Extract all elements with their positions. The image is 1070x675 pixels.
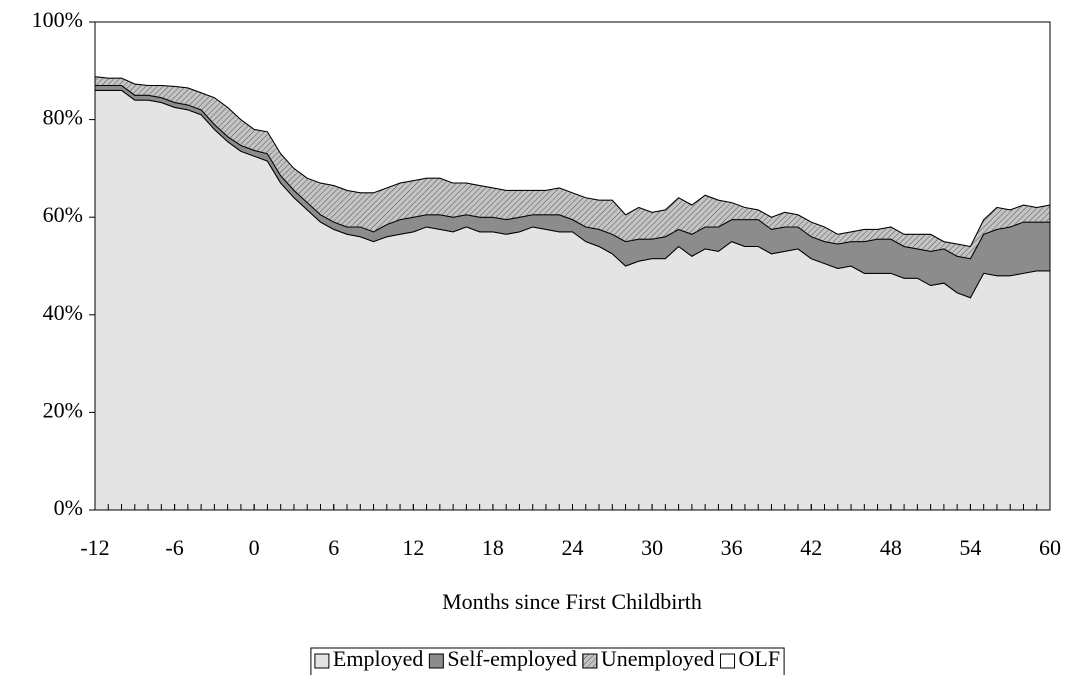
legend-swatch — [720, 653, 736, 669]
legend: Employed Self-employed Unemployed OLF — [310, 646, 785, 675]
y-tick-label: 60% — [43, 202, 83, 227]
legend-swatch — [428, 653, 444, 669]
x-tick-label: 6 — [328, 535, 339, 560]
legend-label: Unemployed — [601, 646, 715, 671]
y-tick-label: 40% — [43, 300, 83, 325]
y-tick-label: 0% — [54, 495, 83, 520]
y-tick-label: 100% — [32, 7, 83, 32]
legend-swatch — [314, 653, 330, 669]
legend-label: Self-employed — [447, 646, 577, 671]
x-tick-label: 18 — [482, 535, 504, 560]
legend-label: OLF — [739, 646, 781, 671]
x-tick-label: 24 — [562, 535, 584, 560]
x-tick-label: -6 — [165, 535, 183, 560]
x-tick-label: -12 — [80, 535, 109, 560]
y-tick-label: 20% — [43, 397, 83, 422]
x-tick-label: 30 — [641, 535, 663, 560]
x-tick-label: 48 — [880, 535, 902, 560]
legend-swatch-hatch — [582, 653, 598, 669]
y-tick-label: 80% — [43, 105, 83, 130]
legend-box — [310, 647, 785, 675]
x-tick-label: 42 — [800, 535, 822, 560]
x-axis-label: Months since First Childbirth — [442, 589, 702, 614]
x-tick-label: 54 — [959, 535, 981, 560]
x-tick-label: 0 — [249, 535, 260, 560]
areas — [94, 21, 1051, 511]
x-tick-label: 12 — [402, 535, 424, 560]
x-tick-label: 36 — [721, 535, 743, 560]
legend-label: Employed — [333, 646, 423, 671]
x-tick-label: 60 — [1039, 535, 1061, 560]
